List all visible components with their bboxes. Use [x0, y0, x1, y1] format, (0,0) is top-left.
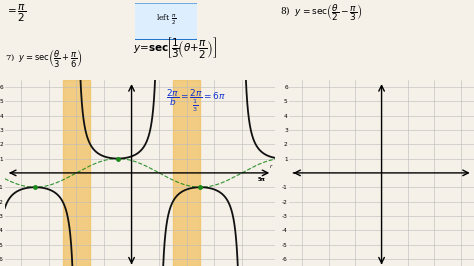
Text: left $\frac{\pi}{2}$: left $\frac{\pi}{2}$ — [155, 12, 176, 27]
FancyBboxPatch shape — [131, 3, 201, 40]
Text: 8)  $y = \sec\!\left(\dfrac{\theta}{2} - \dfrac{\pi}{3}\right)$: 8) $y = \sec\!\left(\dfrac{\theta}{2} - … — [280, 3, 362, 23]
Text: r: r — [270, 164, 272, 169]
Text: $= \dfrac{\pi}{2}$: $= \dfrac{\pi}{2}$ — [5, 3, 26, 24]
Bar — [63, 80, 90, 266]
Text: 5π: 5π — [257, 177, 265, 182]
Text: 7)  $y = \sec\!\left(\dfrac{\theta}{3} + \dfrac{\pi}{6}\right)$: 7) $y = \sec\!\left(\dfrac{\theta}{3} + … — [5, 48, 82, 70]
Text: $y\!=\!\mathbf{sec}\!\left[\dfrac{1}{3}\!\left(\theta\!+\!\dfrac{\pi}{2}\right)\: $y\!=\!\mathbf{sec}\!\left[\dfrac{1}{3}\… — [133, 35, 217, 60]
Bar — [173, 80, 201, 266]
Text: $\dfrac{2\pi}{b} = \dfrac{2\pi}{\frac{1}{3}} = 6\pi$: $\dfrac{2\pi}{b} = \dfrac{2\pi}{\frac{1}… — [166, 88, 226, 114]
